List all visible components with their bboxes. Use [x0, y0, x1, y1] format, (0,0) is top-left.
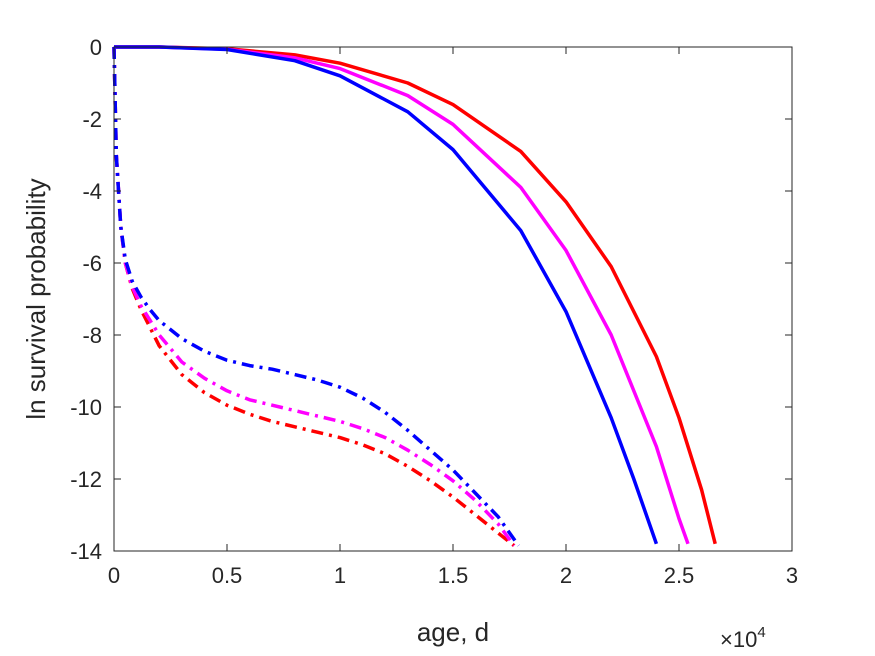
- x-tick-label: 2: [560, 563, 572, 588]
- x-axis-label: age, d: [417, 617, 489, 647]
- series-line-6-dashdot: [112, 46, 520, 547]
- x-tick-label: 0: [108, 563, 120, 588]
- x-tick-label: 1.5: [438, 563, 469, 588]
- y-tick-label: -14: [70, 539, 102, 564]
- x-tick-label: 3: [786, 563, 798, 588]
- y-tick-label: -10: [70, 395, 102, 420]
- y-tick-label: -12: [70, 467, 102, 492]
- y-tick-label: -2: [82, 107, 102, 132]
- x-tick-label: 0.5: [212, 563, 243, 588]
- x-exponent-base: ×10: [720, 627, 757, 652]
- y-tick-label: -8: [82, 323, 102, 348]
- y-tick-label: -6: [82, 251, 102, 276]
- series-line-3-solid: [114, 45, 659, 545]
- series-line-4-dashdot: [112, 46, 516, 547]
- x-tick-label: 1: [334, 563, 346, 588]
- x-axis-ticks: 0 0.5 1 1.5 2 2.5 3: [108, 47, 798, 588]
- y-tick-label: 0: [90, 35, 102, 60]
- x-exponent-power: 4: [757, 624, 765, 641]
- y-axis-ticks: 0 -2 -4 -6 -8 -10 -12 -14: [70, 35, 792, 564]
- x-exponent-label: ×104: [720, 624, 766, 652]
- x-tick-label: 2.5: [664, 563, 695, 588]
- y-axis-label: ln survival probability: [21, 178, 51, 419]
- y-tick-label: -4: [82, 179, 102, 204]
